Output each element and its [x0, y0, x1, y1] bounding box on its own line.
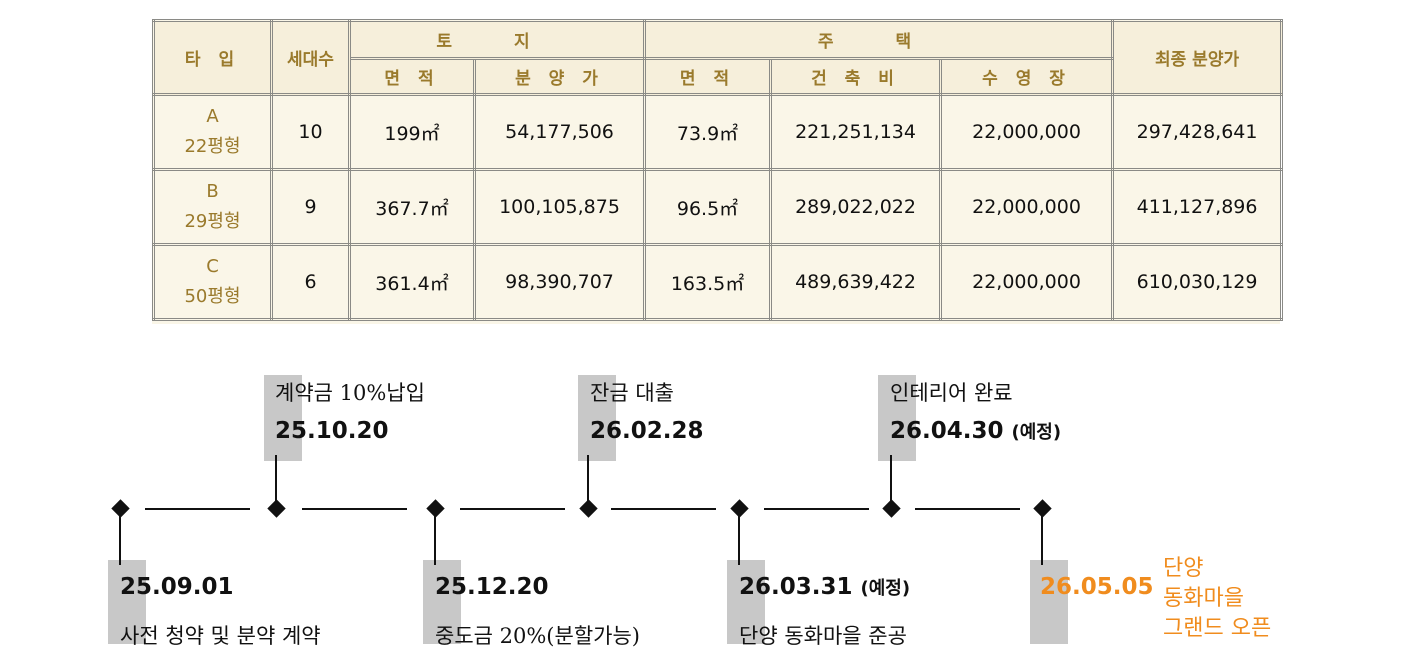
table-row: B 29평형 9 367.7㎡ 100,105,875 96.5㎡ 289,02…: [152, 168, 1284, 246]
milestone-date: 25.10.20: [275, 418, 389, 444]
type-size: 50평형: [184, 286, 241, 307]
marker-box: [264, 375, 302, 461]
milestone-date: 25.09.01: [120, 574, 234, 600]
timeline-segment: [915, 508, 1020, 510]
milestone-stem: [587, 455, 589, 503]
timeline-segment: [145, 508, 250, 510]
land-area-cell: 361.4㎡: [348, 243, 476, 321]
land-area-cell: 367.7㎡: [348, 168, 476, 246]
milestone-stem: [1041, 515, 1043, 565]
milestone-date: 26.02.28: [590, 418, 704, 444]
milestone-stem: [119, 515, 121, 565]
table-row: A 22평형 10 199㎡ 54,177,506 73.9㎡ 221,251,…: [152, 93, 1284, 171]
table-subheader-row: 면 적 분 양 가 면 적 건 축 비 수 영 장: [154, 57, 1282, 96]
construction-cell: 489,639,422: [769, 243, 943, 321]
grand-open-line: 그랜드 오픈: [1163, 616, 1272, 641]
header-land-area: 면 적: [348, 57, 476, 96]
grand-open-desc: 단양 동화마을 그랜드 오픈: [1163, 554, 1333, 644]
final-price-cell: 411,127,896: [1111, 168, 1284, 246]
milestone-date: 26.04.30: [890, 418, 1004, 444]
header-households: 세대수: [270, 19, 351, 96]
house-area-cell: 73.9㎡: [643, 93, 773, 171]
marker-box: [578, 375, 616, 461]
type-cell: C 50평형: [152, 243, 273, 321]
milestone-date-wrap: 26.03.31 (예정): [739, 574, 910, 600]
timeline-segment: [611, 508, 716, 510]
type-letter: C: [206, 256, 219, 277]
construction-cell: 289,022,022: [769, 168, 943, 246]
milestone-desc: 잔금 대출: [590, 381, 674, 405]
milestone-date: 26.03.31: [739, 574, 853, 600]
milestone-desc: 계약금 10%납입: [275, 381, 425, 405]
milestone-desc: 중도금 20%(분할가능): [435, 624, 640, 648]
final-price-cell: 610,030,129: [1111, 243, 1284, 321]
timeline-segment: [302, 508, 407, 510]
milestone-stem: [890, 455, 892, 503]
table-header-row: 타 입 세대수 토 지 주 택 최종 분양가: [152, 19, 1284, 96]
grand-open-line: 단양: [1163, 556, 1204, 581]
header-final-price: 최종 분양가: [1111, 19, 1284, 96]
final-price-cell: 297,428,641: [1111, 93, 1284, 171]
pool-cell: 22,000,000: [939, 168, 1115, 246]
construction-cell: 221,251,134: [769, 93, 943, 171]
milestone-date: 25.12.20: [435, 574, 549, 600]
milestone-stem: [738, 515, 740, 565]
timeline-segment: [764, 508, 869, 510]
type-letter: B: [206, 181, 219, 202]
pool-cell: 22,000,000: [939, 243, 1115, 321]
milestone-note: (예정): [860, 578, 911, 599]
house-area-cell: 96.5㎡: [643, 168, 773, 246]
households-cell: 9: [270, 168, 351, 246]
table-row: C 50평형 6 361.4㎡ 98,390,707 163.5㎡ 489,63…: [152, 243, 1284, 321]
marker-box: [727, 560, 765, 644]
land-price-cell: 98,390,707: [472, 243, 647, 321]
milestone-desc: 단양 동화마을 준공: [739, 624, 907, 648]
milestone-date: 26.05.05: [1040, 574, 1154, 600]
grand-open-line: 동화마을: [1163, 586, 1244, 611]
price-table-container: 타 입 세대수 토 지 주 택 최종 분양가 면 적 분 양 가 면 적 건 축…: [152, 19, 1284, 324]
header-pool: 수 영 장: [939, 57, 1115, 96]
households-cell: 6: [270, 243, 351, 321]
header-type: 타 입: [152, 19, 273, 96]
header-construction: 건 축 비: [769, 57, 943, 96]
header-house-area: 면 적: [643, 57, 773, 96]
house-area-cell: 163.5㎡: [643, 243, 773, 321]
land-price-cell: 100,105,875: [472, 168, 647, 246]
marker-box: [878, 375, 916, 461]
milestone-desc: 사전 청약 및 분약 계약: [120, 624, 321, 648]
header-housing: 주 택: [643, 19, 1115, 60]
header-land: 토 지: [347, 19, 647, 60]
milestone-stem: [275, 455, 277, 503]
pool-cell: 22,000,000: [939, 93, 1115, 171]
milestone-note: (예정): [1011, 422, 1062, 443]
timeline-segment: [460, 508, 565, 510]
marker-box: [108, 560, 146, 644]
marker-box: [1030, 560, 1068, 644]
milestone-stem: [434, 515, 436, 565]
milestone-date-wrap: 26.04.30 (예정): [890, 418, 1061, 444]
type-size: 22평형: [184, 136, 241, 157]
land-price-cell: 54,177,506: [472, 93, 647, 171]
header-land-price: 분 양 가: [472, 57, 647, 96]
type-size: 29평형: [184, 211, 241, 232]
price-table: 타 입 세대수 토 지 주 택 최종 분양가 면 적 분 양 가 면 적 건 축…: [152, 19, 1284, 321]
milestone-desc: 인테리어 완료: [890, 381, 1013, 405]
marker-box: [423, 560, 461, 644]
type-cell: A 22평형: [152, 93, 273, 171]
land-area-cell: 199㎡: [348, 93, 476, 171]
type-letter: A: [206, 106, 219, 127]
households-cell: 10: [270, 93, 351, 171]
type-cell: B 29평형: [152, 168, 273, 246]
